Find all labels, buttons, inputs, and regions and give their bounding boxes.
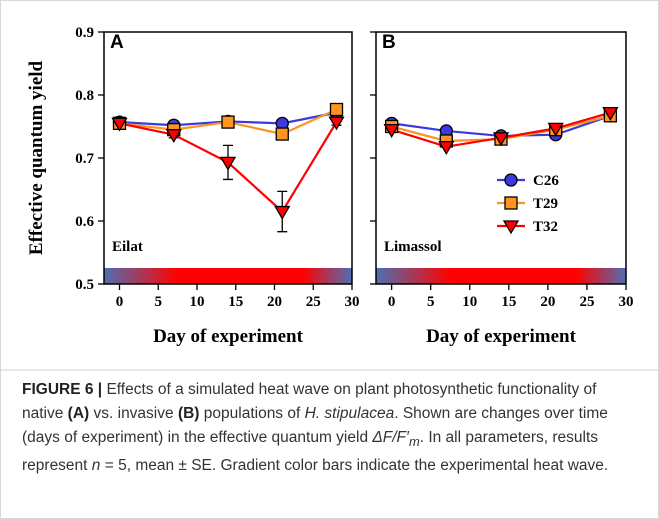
caption-text: FIGURE 6 | [22, 381, 103, 398]
annotation: Eilat [112, 239, 143, 255]
caption-text: (A) [67, 405, 90, 422]
legend-label: T29 [533, 196, 558, 212]
caption-text: populations of [199, 405, 305, 422]
legend-label: C26 [533, 173, 559, 189]
marker [275, 127, 289, 141]
x-axis-title: Day of experiment [426, 326, 577, 347]
x-tick-label: 0 [388, 294, 396, 310]
x-tick-label: 5 [427, 294, 435, 310]
caption-text: . Shown are changes over time (days of e… [22, 405, 608, 446]
y-tick-label: 0.7 [75, 151, 94, 167]
caption-text: H. stipulacea [304, 405, 395, 422]
caption-text: m [408, 434, 420, 450]
caption-text: vs. invasive [89, 405, 178, 422]
marker [221, 115, 235, 129]
y-tick-label: 0.6 [75, 214, 94, 230]
x-tick-label: 15 [501, 294, 516, 310]
y-tick-label: 0.5 [75, 277, 94, 293]
legend-marker [504, 196, 518, 210]
marker [329, 102, 344, 117]
annotation: Limassol [384, 239, 442, 255]
marker [111, 117, 128, 132]
marker [274, 205, 291, 220]
x-tick-label: 0 [116, 294, 124, 310]
caption-text: . In all parameters, results represent [22, 429, 599, 475]
y-axis-title: Effective quantum yield [26, 60, 47, 255]
x-tick-label: 25 [306, 294, 321, 310]
caption-text: Effects of a simulated heat wave on plan… [22, 381, 597, 422]
marker [492, 132, 510, 147]
marker [219, 156, 237, 171]
marker [438, 141, 455, 155]
x-tick-label: 5 [155, 294, 163, 310]
panel-label: B [382, 32, 396, 53]
heat-wave-bar [376, 268, 626, 284]
caption-text: n [91, 457, 101, 475]
caption: FIGURE 6 | Effects of a simulated heat w… [22, 378, 640, 478]
panel-label: A [110, 32, 124, 53]
x-tick-label: 15 [228, 294, 243, 310]
legend-label: T32 [533, 219, 558, 235]
caption-text: (B) [177, 405, 200, 422]
x-tick-label: 10 [190, 294, 205, 310]
y-tick-label: 0.8 [75, 88, 94, 104]
marker [547, 122, 564, 137]
x-tick-label: 20 [267, 294, 282, 310]
x-tick-label: 10 [462, 294, 477, 310]
legend-marker [502, 220, 520, 235]
x-tick-label: 25 [579, 294, 594, 310]
legend-marker [504, 173, 518, 187]
marker [602, 106, 619, 121]
x-tick-label: 20 [540, 294, 555, 310]
heat-wave-bar [104, 268, 352, 284]
x-axis-title: Day of experiment [153, 326, 304, 347]
marker [165, 129, 182, 143]
y-tick-label: 0.9 [75, 25, 94, 41]
marker [383, 124, 400, 138]
marker [328, 116, 345, 131]
caption-text: = 5, mean ± SE. Gradient color bars indi… [100, 457, 609, 475]
caption-text: ΔF/F′ [372, 429, 409, 446]
x-tick-label: 30 [345, 294, 360, 310]
x-tick-label: 30 [619, 294, 634, 310]
